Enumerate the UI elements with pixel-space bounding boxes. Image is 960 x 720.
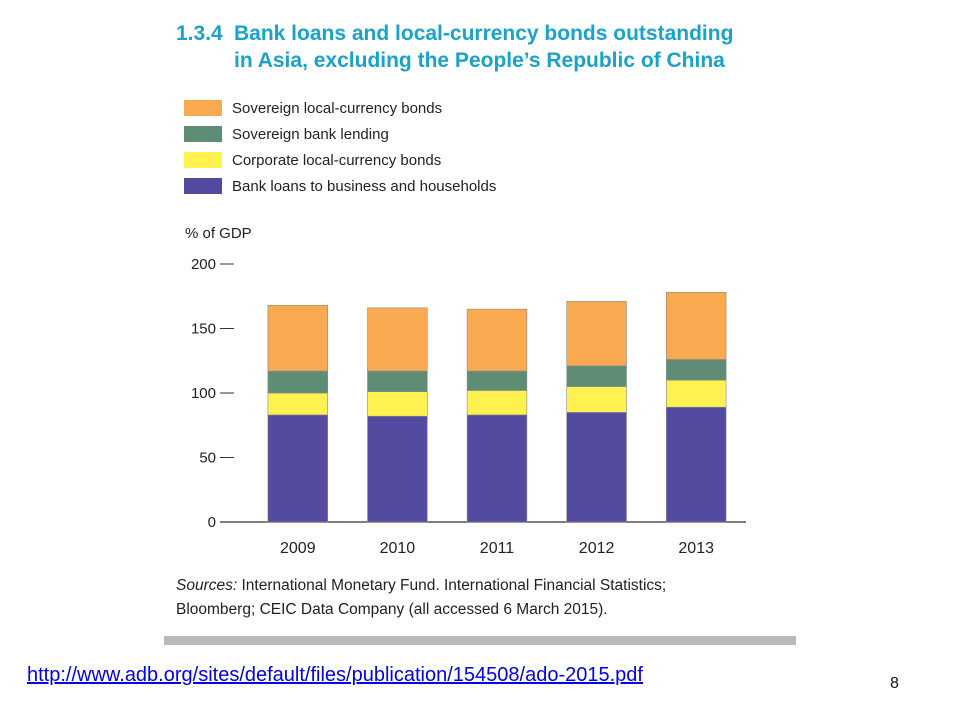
bar-segment-3	[666, 292, 727, 360]
y-tick-label: 150	[191, 321, 216, 338]
bar-segment-1	[267, 392, 328, 416]
bar-segment-1	[367, 391, 428, 417]
y-axis-label: % of GDP	[185, 225, 252, 242]
legend-swatch-corporate-bonds	[184, 152, 222, 168]
x-tick-label: 2013	[678, 540, 714, 557]
bar-segment-0	[566, 412, 627, 523]
bar-segment-2	[466, 370, 528, 391]
bar-segment-2	[367, 370, 428, 393]
legend-label: Bank loans to business and households	[232, 177, 497, 195]
x-tick-label: 2009	[280, 540, 316, 557]
legend-item: Sovereign local-currency bonds	[184, 95, 496, 121]
bar-segment-0	[367, 415, 428, 523]
bar-segment-3	[267, 304, 328, 372]
legend-item: Corporate local-currency bonds	[184, 147, 496, 173]
sources-line-1: International Monetary Fund. Internation…	[237, 577, 667, 594]
sources-note: Sources: International Monetary Fund. In…	[176, 574, 666, 622]
legend-swatch-sovereign-bonds	[184, 100, 222, 116]
bar-segment-0	[267, 414, 328, 523]
sources-line-2: Bloomberg; CEIC Data Company (all access…	[176, 601, 608, 618]
stacked-bar-chart: % of GDP 0 50 100 150 200 2009 2010 2011 2012 2013	[185, 225, 746, 557]
source-link[interactable]: http://www.adb.org/sites/default/files/p…	[27, 664, 643, 686]
legend-label: Sovereign bank lending	[232, 125, 389, 143]
legend-item: Bank loans to business and households	[184, 173, 496, 199]
figure-title-line-1: Bank loans and local-currency bonds outs…	[234, 22, 734, 45]
figure-title-line-2: in Asia, excluding the People’s Republic…	[234, 49, 725, 72]
legend-item: Sovereign bank lending	[184, 121, 496, 147]
y-tick-label: 100	[191, 385, 216, 402]
bar-segment-1	[566, 386, 627, 413]
bar-segment-1	[466, 390, 528, 416]
x-tick-label: 2011	[480, 540, 515, 557]
x-tick-label: 2010	[380, 540, 416, 557]
y-tick-label: 200	[191, 256, 216, 273]
y-tick-label: 50	[199, 450, 216, 467]
bar-segment-3	[466, 308, 528, 372]
bar-segment-2	[566, 365, 627, 387]
bar-segment-3	[566, 301, 627, 367]
legend-swatch-sovereign-lending	[184, 126, 222, 142]
bar-segment-0	[666, 406, 727, 523]
y-tick-label: 0	[208, 514, 216, 531]
bar-segment-2	[666, 359, 727, 381]
legend-label: Sovereign local-currency bonds	[232, 99, 443, 117]
chart-legend: Sovereign local-currency bonds Sovereign…	[184, 95, 496, 199]
bar-segment-1	[666, 379, 727, 408]
divider-bar	[164, 636, 796, 645]
figure-number: 1.3.4	[176, 22, 223, 45]
sources-lead: Sources:	[176, 577, 238, 594]
page-number: 8	[890, 675, 899, 692]
bar-segment-2	[267, 370, 328, 394]
bar-segment-0	[466, 414, 528, 523]
x-tick-label: 2012	[579, 540, 615, 557]
legend-swatch-bank-loans	[184, 178, 222, 194]
bar-segment-3	[367, 307, 428, 372]
legend-label: Corporate local-currency bonds	[232, 151, 442, 169]
